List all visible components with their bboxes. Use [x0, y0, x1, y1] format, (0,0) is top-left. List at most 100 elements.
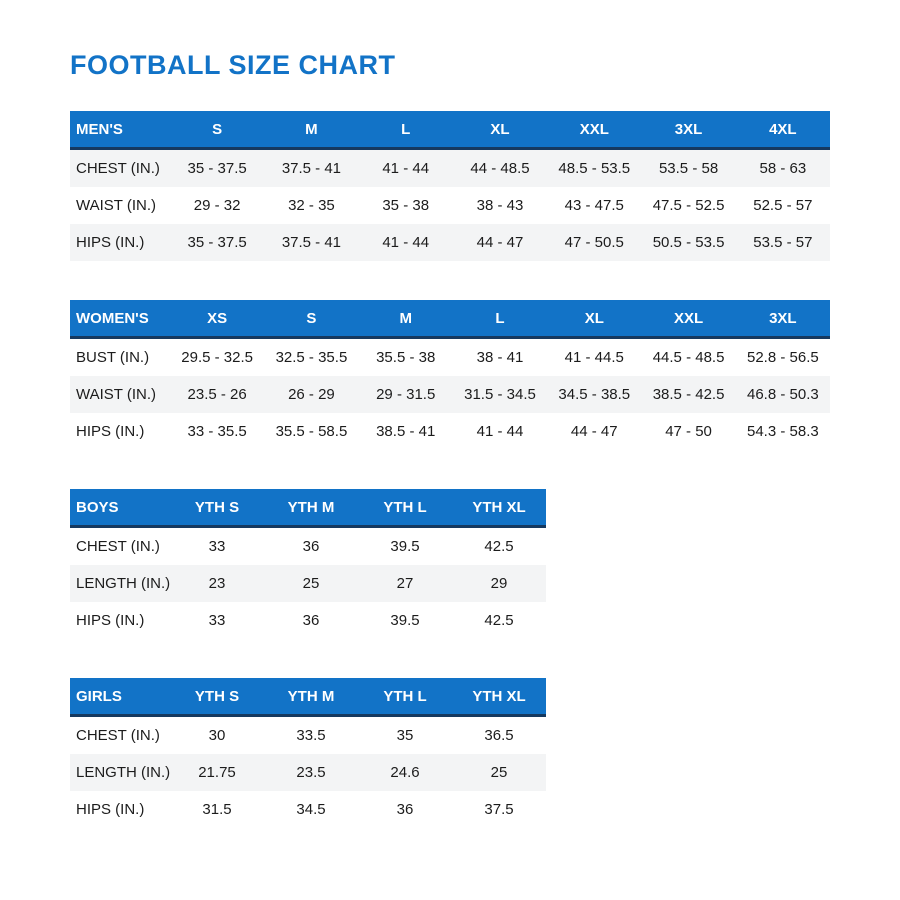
measurement-row: CHEST (IN.) 33 36 39.5 42.5 — [70, 528, 546, 565]
value-cell: 33 — [208, 538, 226, 555]
boys-table-title: BOYS — [76, 498, 119, 516]
value-cell: 52.5 - 57 — [753, 197, 813, 214]
value-cell: 37.5 - 41 — [281, 160, 342, 177]
value-cell: 47 - 50.5 — [564, 234, 624, 251]
size-column-header: YTH S — [194, 498, 240, 516]
size-column-header: S — [306, 309, 317, 327]
value-cell: 24.6 — [390, 764, 420, 781]
value-cell: 41 - 44.5 — [564, 349, 624, 366]
boys-table-body: CHEST (IN.) 33 36 39.5 42.5 LENGTH (IN.) 23 25 2… — [70, 528, 546, 639]
value-cell: 36.5 — [484, 727, 514, 744]
size-column-header: L — [495, 309, 505, 327]
value-cell: 44 - 47 — [476, 234, 524, 251]
measurement-row: WAIST (IN.) 29 - 32 32 - 35 35 - 38 38 - 43 4… — [70, 187, 830, 224]
size-column-header: XS — [207, 309, 228, 327]
value-cell: 36 — [302, 612, 320, 629]
value-cell: 36 — [396, 801, 414, 818]
value-cell: 44 - 48.5 — [470, 160, 530, 177]
measurement-row: HIPS (IN.) 31.5 34.5 36 37.5 — [70, 791, 546, 828]
womens-header-row: WOMEN'S XS S M L XL XXL 3XL — [70, 300, 830, 339]
girls-table-title: GIRLS — [76, 687, 122, 705]
size-column-header: YTH XL — [472, 687, 526, 705]
value-cell: 58 - 63 — [759, 160, 807, 177]
row-label: BUST (IN.) — [76, 349, 150, 366]
value-cell: 23 — [208, 575, 226, 592]
mens-table-title: MEN'S — [76, 120, 123, 138]
size-column-header: 4XL — [769, 120, 797, 138]
size-column-header: M — [305, 120, 318, 138]
size-column-header: 3XL — [674, 120, 703, 138]
measurement-row: BUST (IN.) 29.5 - 32.5 32.5 - 35.5 35.5 - 3… — [70, 339, 830, 376]
value-cell: 31.5 - 34.5 — [464, 386, 536, 403]
size-column-header: YTH L — [383, 687, 427, 705]
boys-header-row: BOYS YTH S YTH M YTH L YTH XL — [70, 489, 546, 528]
value-cell: 32 - 35 — [288, 197, 335, 214]
value-cell: 38.5 - 41 — [376, 423, 436, 440]
value-cell: 44.5 - 48.5 — [652, 349, 725, 366]
row-label: HIPS (IN.) — [76, 801, 145, 818]
value-cell: 26 - 29 — [288, 386, 335, 403]
value-cell: 35.5 - 38 — [376, 349, 436, 366]
size-column-header: YTH S — [194, 687, 240, 705]
size-column-header: YTH XL — [472, 498, 526, 516]
value-cell: 47 - 50 — [665, 423, 712, 440]
value-cell: 48.5 - 53.5 — [558, 160, 631, 177]
size-column-header: XXL — [673, 309, 704, 327]
value-cell: 38 - 43 — [476, 197, 524, 214]
size-column-header: YTH M — [287, 498, 335, 516]
value-cell: 25 — [490, 764, 508, 781]
value-cell: 37.5 - 41 — [281, 234, 342, 251]
value-cell: 52.8 - 56.5 — [746, 349, 819, 366]
value-cell: 31.5 — [202, 801, 232, 818]
row-label: WAIST (IN.) — [76, 197, 156, 214]
value-cell: 34.5 — [296, 801, 326, 818]
value-cell: 39.5 — [390, 612, 420, 629]
value-cell: 41 - 44 — [382, 234, 430, 251]
value-cell: 38.5 - 42.5 — [652, 386, 725, 403]
value-cell: 46.8 - 50.3 — [746, 386, 819, 403]
row-label: CHEST (IN.) — [76, 538, 160, 555]
girls-table-body: CHEST (IN.) 30 33.5 35 36.5 LENGTH (IN.) 21.75… — [70, 717, 546, 828]
value-cell: 41 - 44 — [476, 423, 524, 440]
size-column-header: L — [401, 120, 411, 138]
value-cell: 37.5 — [484, 801, 514, 818]
boys-size-table: BOYS YTH S YTH M YTH L YTH XL CHEST (IN.) 33 36… — [70, 489, 546, 639]
row-label: LENGTH (IN.) — [76, 764, 170, 781]
value-cell: 29 - 31.5 — [376, 386, 436, 403]
value-cell: 53.5 - 57 — [753, 234, 813, 251]
mens-header-row: MEN'S S M L XL XXL 3XL 4XL — [70, 111, 830, 150]
womens-size-table: WOMEN'S XS S M L XL XXL 3XL BUST (IN.) 29.5 - 32.… — [70, 300, 830, 450]
row-label: HIPS (IN.) — [76, 234, 145, 251]
row-label: HIPS (IN.) — [76, 423, 145, 440]
value-cell: 21.75 — [198, 764, 236, 781]
value-cell: 33.5 — [296, 727, 326, 744]
value-cell: 54.3 - 58.3 — [746, 423, 819, 440]
measurement-row: CHEST (IN.) 30 33.5 35 36.5 — [70, 717, 546, 754]
value-cell: 36 — [302, 538, 320, 555]
value-cell: 34.5 - 38.5 — [558, 386, 631, 403]
size-column-header: S — [212, 120, 223, 138]
value-cell: 30 — [208, 727, 226, 744]
row-label: LENGTH (IN.) — [76, 575, 170, 592]
measurement-row: WAIST (IN.) 23.5 - 26 26 - 29 29 - 31.5 31.5… — [70, 376, 830, 413]
value-cell: 39.5 — [390, 538, 420, 555]
value-cell: 35 - 37.5 — [187, 160, 247, 177]
measurement-row: LENGTH (IN.) 23 25 27 29 — [70, 565, 546, 602]
size-column-header: YTH M — [287, 687, 335, 705]
row-label: WAIST (IN.) — [76, 386, 156, 403]
size-column-header: XXL — [579, 120, 609, 138]
measurement-row: HIPS (IN.) 33 - 35.5 35.5 - 58.5 38.5 - 41 4… — [70, 413, 830, 450]
value-cell: 53.5 - 58 — [658, 160, 719, 177]
value-cell: 35 - 38 — [382, 197, 430, 214]
row-label: HIPS (IN.) — [76, 612, 145, 629]
page-title: FOOTBALL SIZE CHART — [70, 50, 396, 80]
value-cell: 50.5 - 53.5 — [652, 234, 725, 251]
measurement-row: CHEST (IN.) 35 - 37.5 37.5 - 41 41 - 44 44 -… — [70, 150, 830, 187]
value-cell: 33 — [208, 612, 226, 629]
value-cell: 25 — [302, 575, 320, 592]
mens-size-table: MEN'S S M L XL XXL 3XL 4XL CHEST (IN.) 35 - 37.5 3… — [70, 111, 830, 261]
value-cell: 44 - 47 — [570, 423, 618, 440]
value-cell: 42.5 — [484, 612, 514, 629]
measurement-row: LENGTH (IN.) 21.75 23.5 24.6 25 — [70, 754, 546, 791]
